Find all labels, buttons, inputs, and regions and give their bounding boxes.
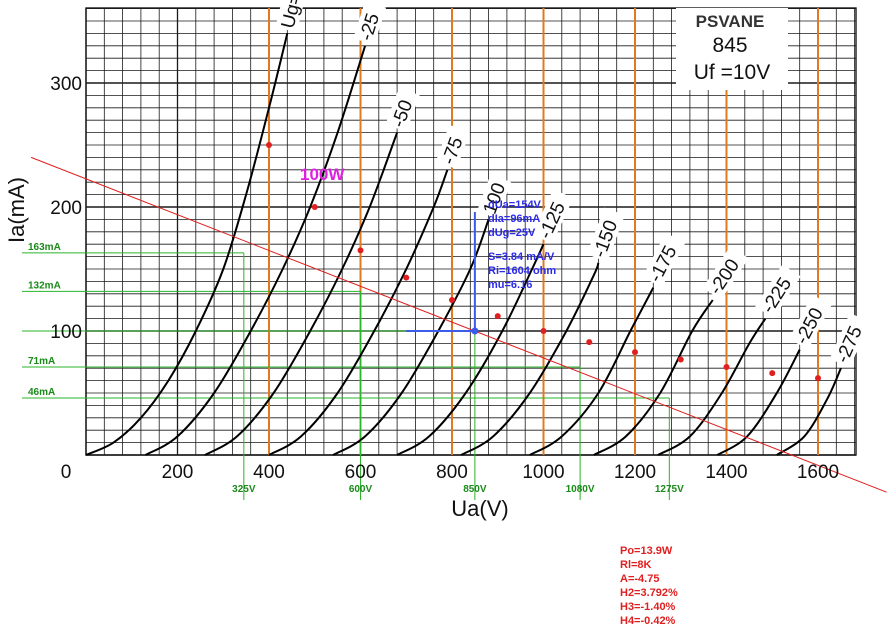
grid-voltage-curve [268,169,449,456]
power-dot [357,247,364,254]
power-dot [540,328,547,334]
load-line [30,156,887,493]
load-line-group [30,156,887,493]
brand-title: PSVANE [696,12,765,31]
title-box [676,8,788,90]
curve-label-background [353,1,387,45]
result-notes: Po=13.9W Rl=8K A=-4.75 H2=3.792% H3=-1.4… [620,544,678,628]
slope-note-dug: dUg=25V [488,227,536,239]
x-tick-label: 200 [162,462,194,483]
power-dot [677,356,684,363]
power-dot [586,339,593,346]
grid-voltage-curve [85,33,289,456]
power-label: 100W [300,165,345,184]
power-dot [815,375,821,382]
slope-note-ri: Ri=1604 ohm [488,265,557,277]
grid-voltage-curve [657,318,767,456]
x-tick-label: 1000 [522,462,564,483]
grid-voltage-curve [144,45,367,456]
y-tick-label: 200 [50,198,82,219]
slope-triangle-group [406,211,479,335]
grid-voltage-curve [332,219,490,456]
power-dot [494,313,501,320]
result-note-po: Po=13.9W [620,545,673,557]
result-note-h3: H3=-1.40% [620,601,676,613]
y-axis-label: Ia(mA) [4,177,29,243]
result-note-rl: Rl=8K [620,559,652,571]
x-axis-label: Ua(V) [451,496,508,521]
curve-label-background [435,124,470,170]
x-tick-label: 0 [61,462,72,483]
x-tick-label: 600 [345,462,377,483]
slope-notes: dUa=154V dIa=96mA dUg=25V S=3.84 mA/V Ri… [488,198,556,292]
slope-note-dia: dIa=96mA [488,213,541,225]
power-dot [449,297,455,303]
slope-note-s: S=3.84 mA/V [488,251,555,263]
labels: PSVANE 845 Uf =10V Ua(V) Ia(mA) 100W 0 20… [4,8,839,521]
green-guides: 163mA 325V 132mA 600V 71mA 1080V 46mA 1275V 850V [22,242,684,500]
power-dot [266,142,272,148]
curve-label-background [702,246,749,300]
grid-voltage-curve [529,287,655,456]
power-dots [266,142,821,382]
model-title: 845 [712,34,747,57]
curve-label-background [275,0,312,33]
slope-note-mu: mu=6.16 [488,279,533,291]
curve-label-background [532,189,574,244]
result-note-h2: H2=3.792% [620,587,678,599]
grid-voltage-curve [204,132,399,456]
curve-label-background [829,313,870,368]
y-tick-label: 300 [50,74,82,95]
ua-guide-label: 600V [349,484,373,495]
slope-note-dua: dUa=154V [488,199,541,211]
ua-guide-label: 1275V [655,484,684,495]
grid-voltage-curve [396,243,545,456]
result-note-h4: H4=-0.42% [620,615,676,627]
grid-voltage-curve [593,299,714,456]
ua-guide-label: 850V [463,484,487,495]
x-tick-label: 1400 [705,462,747,483]
power-dot [769,370,776,377]
y-tick-label: 100 [50,322,82,343]
x-tick-label: 400 [253,462,285,483]
grid-voltage-curve [716,349,801,456]
ua-guide-label: 325V [232,484,256,495]
quiescent-point [471,327,479,335]
x-tick-label: 1200 [614,462,656,483]
power-dot [723,363,730,370]
grid-voltage-curve [776,367,842,456]
filament-title: Uf =10V [694,61,770,84]
curve-label-background [477,174,512,219]
ia-guide-label: 71mA [28,356,55,367]
curve-label-background [755,264,801,319]
curve-label-background [642,232,686,288]
grid-voltage-curve [460,262,600,456]
power-dot [403,274,410,281]
ia-guide-label: 46mA [28,387,55,398]
plot-frame [85,7,857,456]
ia-guide-label: 163mA [28,242,61,253]
ua-guide-label: 1080V [566,484,595,495]
power-dot [311,204,318,210]
x-tick-label: 1600 [797,462,839,483]
ia-guide-label: 132mA [28,280,61,291]
x-tick-label: 800 [436,462,468,483]
curve-label-background [385,87,420,132]
result-note-a: A=-4.75 [620,573,660,585]
curve-label-background [586,207,625,263]
grid [85,7,857,456]
curve-label-background [788,294,832,350]
power-dot [632,349,638,356]
